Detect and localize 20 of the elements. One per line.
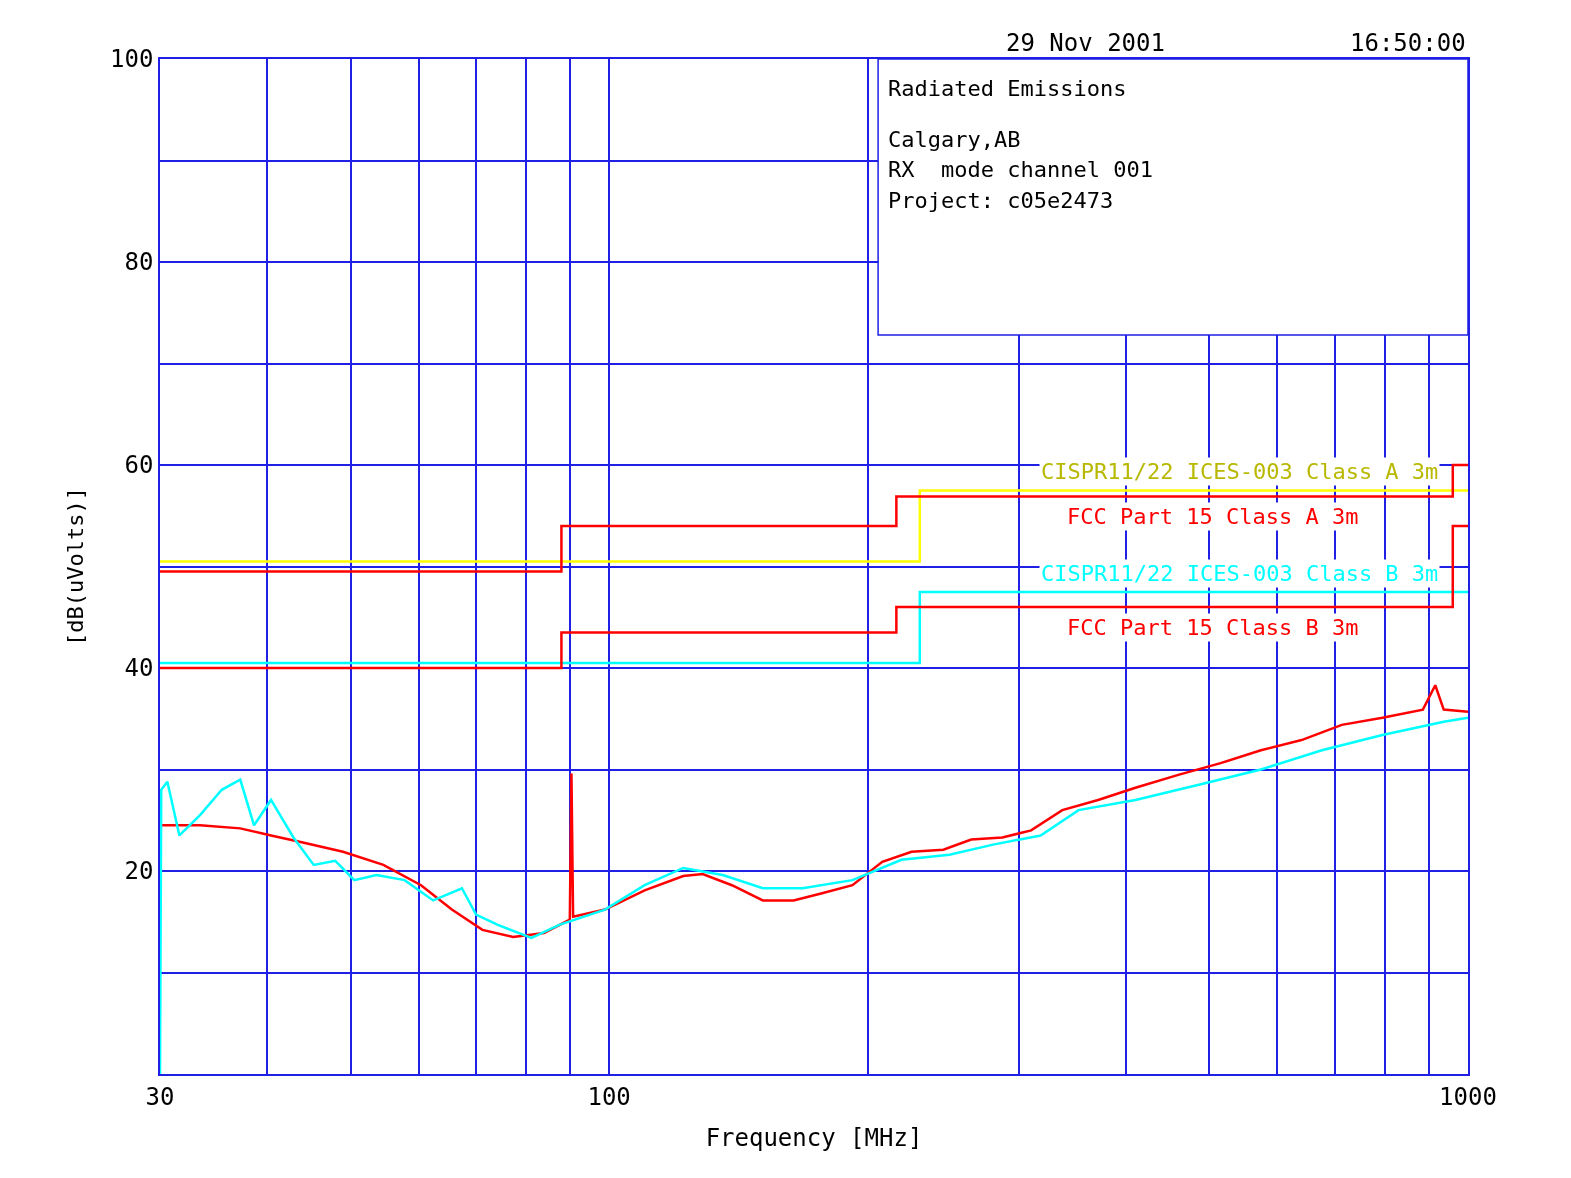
annotation: Calgary,AB xyxy=(888,127,1021,152)
y-axis-title: [dB(uVolts)] xyxy=(63,487,89,646)
x-tick-label: 30 xyxy=(145,1082,175,1111)
x-tick-label: 1000 xyxy=(1439,1082,1497,1111)
y-tick-label: 100 xyxy=(110,45,154,74)
series-label: FCC Part 15 Class A 3m xyxy=(1067,504,1359,529)
annotation: Radiated Emissions xyxy=(888,76,1127,101)
series-label: FCC Part 15 Class B 3m xyxy=(1067,615,1359,640)
y-tick-label: 80 xyxy=(124,248,154,277)
annotation: Project: c05e2473 xyxy=(888,188,1114,213)
y-tick-label: 40 xyxy=(124,654,154,683)
series-label: CISPR11/22 ICES-003 Class B 3m xyxy=(1041,561,1439,586)
text: 16:50:00 xyxy=(1350,29,1466,57)
y-tick-label: 20 xyxy=(124,857,154,886)
y-tick-label: 60 xyxy=(124,451,154,480)
x-axis-title: Frequency [MHz] xyxy=(705,1124,923,1153)
annotation: RX mode channel 001 xyxy=(888,157,1153,182)
text: 29 Nov 2001 xyxy=(1006,29,1165,57)
x-tick-label: 100 xyxy=(587,1082,631,1111)
series-label: CISPR11/22 ICES-003 Class A 3m xyxy=(1041,459,1439,484)
